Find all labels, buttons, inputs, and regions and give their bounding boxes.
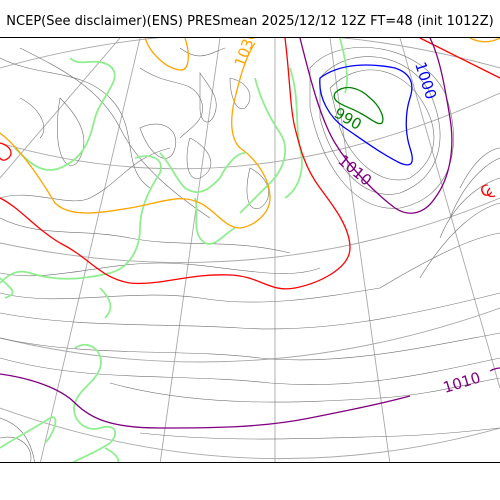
coastline (104, 447, 120, 462)
isobar-1030 (0, 38, 500, 229)
map-title: NCEP(See disclaimer)(ENS) PRESmean 2025/… (6, 14, 494, 29)
map-canvas: 990 1000 1010 1010 1030 C (0, 38, 500, 462)
pressure-map: 990 1000 1010 1010 1030 C (0, 37, 500, 463)
coastline (339, 38, 348, 94)
coastline (0, 416, 57, 449)
contour-label-1010-north: 1010 (334, 151, 375, 189)
contour-label-1030: 1030 (231, 38, 261, 69)
isobar-1020 (0, 38, 500, 290)
latitude-line (0, 92, 500, 170)
longitude-line (399, 38, 500, 389)
minor-isobars (0, 47, 500, 462)
graticule (0, 38, 500, 462)
coastline (99, 287, 112, 319)
longitude-line (159, 38, 221, 462)
coastline (14, 57, 116, 171)
coastlines (0, 38, 348, 462)
coastline (0, 155, 162, 284)
isobar-1000 (319, 64, 413, 166)
latitude-line (0, 38, 500, 69)
coastline (159, 152, 246, 193)
coastline (0, 277, 14, 299)
longitude-line (40, 38, 141, 462)
contour-label-1010-south: 1010 (441, 368, 483, 396)
longitude-line (329, 38, 391, 462)
contour-label-edge: C (477, 181, 495, 202)
latitude-line (0, 197, 500, 263)
longitude-line (0, 38, 121, 179)
coastline (71, 343, 117, 462)
latitude-line (0, 407, 500, 460)
latitude-line (0, 307, 500, 363)
coastline (284, 67, 303, 199)
coastline (239, 77, 287, 214)
coastline (194, 197, 236, 245)
contour-label-1000: 1000 (411, 60, 440, 102)
isobar-990 (333, 86, 384, 125)
